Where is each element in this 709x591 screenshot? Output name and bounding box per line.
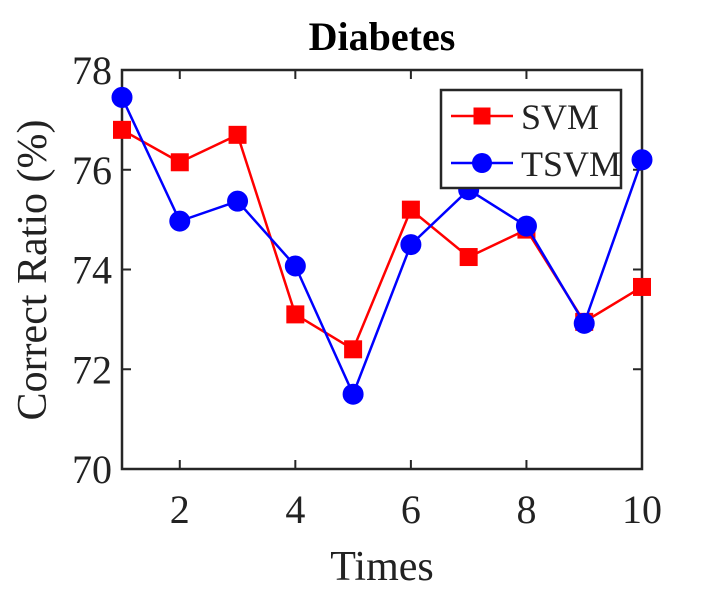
legend: SVM TSVM bbox=[439, 88, 623, 190]
y-tick-label: 72 bbox=[72, 347, 112, 392]
svm-point bbox=[344, 340, 363, 359]
x-tick-label: 4 bbox=[285, 487, 305, 532]
tsvm-point bbox=[111, 86, 133, 108]
x-axis-label: Times bbox=[330, 544, 434, 590]
tsvm-point bbox=[631, 149, 653, 171]
x-tick-label: 6 bbox=[401, 487, 421, 532]
svm-point bbox=[170, 153, 189, 172]
legend-svm-label: SVM bbox=[521, 97, 599, 137]
tsvm-point bbox=[573, 312, 595, 334]
svm-point bbox=[459, 248, 478, 267]
y-tick-label: 76 bbox=[72, 148, 112, 193]
chart-title: Diabetes bbox=[309, 14, 456, 59]
legend-tsvm-marker bbox=[472, 153, 492, 173]
svm-point bbox=[286, 305, 305, 324]
tsvm-point bbox=[515, 215, 537, 237]
svm-point bbox=[401, 200, 420, 219]
legend-svm-marker bbox=[473, 107, 491, 125]
svm-point bbox=[113, 120, 131, 139]
tsvm-point bbox=[227, 190, 249, 212]
y-tick-label: 78 bbox=[72, 48, 112, 93]
tsvm-point bbox=[400, 234, 422, 256]
svm-point bbox=[633, 277, 651, 296]
y-axis-label: Correct Ratio (%) bbox=[10, 120, 56, 421]
y-tick-label: 74 bbox=[72, 248, 112, 293]
plot-area: 2 4 6 8 10 70 72 74 76 78 bbox=[72, 48, 662, 532]
legend-box bbox=[439, 88, 623, 190]
tsvm-point bbox=[284, 255, 306, 277]
tsvm-point bbox=[169, 210, 191, 232]
x-tick-label: 2 bbox=[170, 487, 190, 532]
svm-point bbox=[228, 125, 247, 144]
x-tick-label: 8 bbox=[516, 487, 536, 532]
tsvm-series-line bbox=[120, 96, 644, 398]
tsvm-point bbox=[342, 383, 364, 405]
y-tick-label: 70 bbox=[72, 447, 112, 492]
legend-tsvm-label: TSVM bbox=[521, 144, 621, 184]
x-tick-label: 10 bbox=[622, 487, 662, 532]
